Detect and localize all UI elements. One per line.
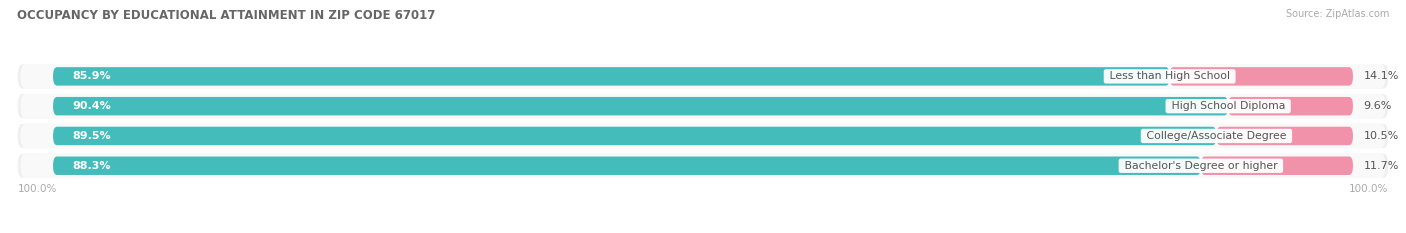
FancyBboxPatch shape — [1229, 97, 1353, 115]
Text: 100.0%: 100.0% — [18, 184, 58, 194]
Text: 14.1%: 14.1% — [1364, 71, 1399, 81]
FancyBboxPatch shape — [53, 127, 1216, 145]
FancyBboxPatch shape — [21, 123, 1385, 148]
Text: High School Diploma: High School Diploma — [1168, 101, 1288, 111]
Text: Source: ZipAtlas.com: Source: ZipAtlas.com — [1285, 9, 1389, 19]
Text: College/Associate Degree: College/Associate Degree — [1143, 131, 1289, 141]
FancyBboxPatch shape — [17, 63, 1389, 89]
FancyBboxPatch shape — [21, 94, 1385, 119]
FancyBboxPatch shape — [21, 153, 1385, 178]
FancyBboxPatch shape — [17, 123, 1389, 149]
FancyBboxPatch shape — [53, 67, 1170, 86]
Text: Bachelor's Degree or higher: Bachelor's Degree or higher — [1121, 161, 1281, 171]
Text: Less than High School: Less than High School — [1107, 71, 1233, 81]
Text: 100.0%: 100.0% — [1348, 184, 1388, 194]
FancyBboxPatch shape — [1216, 127, 1353, 145]
FancyBboxPatch shape — [1170, 67, 1353, 86]
Text: 88.3%: 88.3% — [73, 161, 111, 171]
Text: 90.4%: 90.4% — [73, 101, 111, 111]
FancyBboxPatch shape — [53, 157, 1201, 175]
FancyBboxPatch shape — [17, 93, 1389, 119]
Text: 85.9%: 85.9% — [73, 71, 111, 81]
Text: 11.7%: 11.7% — [1364, 161, 1399, 171]
FancyBboxPatch shape — [53, 97, 1229, 115]
Text: 89.5%: 89.5% — [73, 131, 111, 141]
FancyBboxPatch shape — [17, 153, 1389, 179]
Text: 9.6%: 9.6% — [1364, 101, 1392, 111]
FancyBboxPatch shape — [1201, 157, 1353, 175]
Text: 10.5%: 10.5% — [1364, 131, 1399, 141]
FancyBboxPatch shape — [21, 64, 1385, 89]
Text: OCCUPANCY BY EDUCATIONAL ATTAINMENT IN ZIP CODE 67017: OCCUPANCY BY EDUCATIONAL ATTAINMENT IN Z… — [17, 9, 436, 22]
